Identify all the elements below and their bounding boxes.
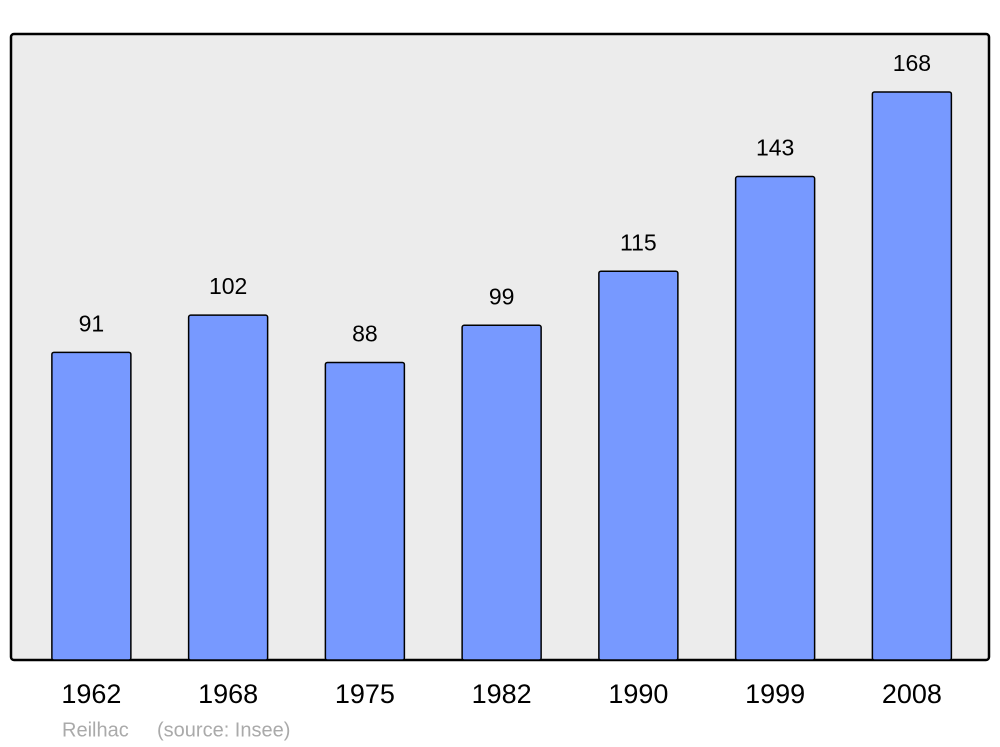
value-label: 168 [893, 50, 931, 76]
x-tick-label: 2008 [882, 679, 942, 709]
bar [51, 351, 132, 661]
value-label: 91 [79, 310, 105, 336]
value-label: 99 [489, 283, 515, 309]
bar [598, 270, 679, 661]
value-label: 102 [209, 273, 247, 299]
x-tick-label: 1975 [335, 679, 395, 709]
bar [734, 175, 816, 661]
value-label: 143 [756, 135, 794, 161]
bar [461, 324, 542, 661]
value-label: 115 [620, 229, 657, 255]
x-tick-label: 1990 [608, 679, 668, 709]
x-tick-label: 1962 [61, 679, 121, 709]
x-tick-label: 1999 [745, 679, 805, 709]
caption: Reilhac [62, 719, 129, 741]
x-tick-label: 1982 [472, 679, 532, 709]
bar [324, 361, 406, 661]
source: (source: Insee) [157, 719, 290, 741]
bar [871, 91, 953, 661]
x-tick-label: 1968 [198, 679, 258, 709]
value-label: 88 [352, 321, 378, 347]
bar [187, 314, 269, 661]
